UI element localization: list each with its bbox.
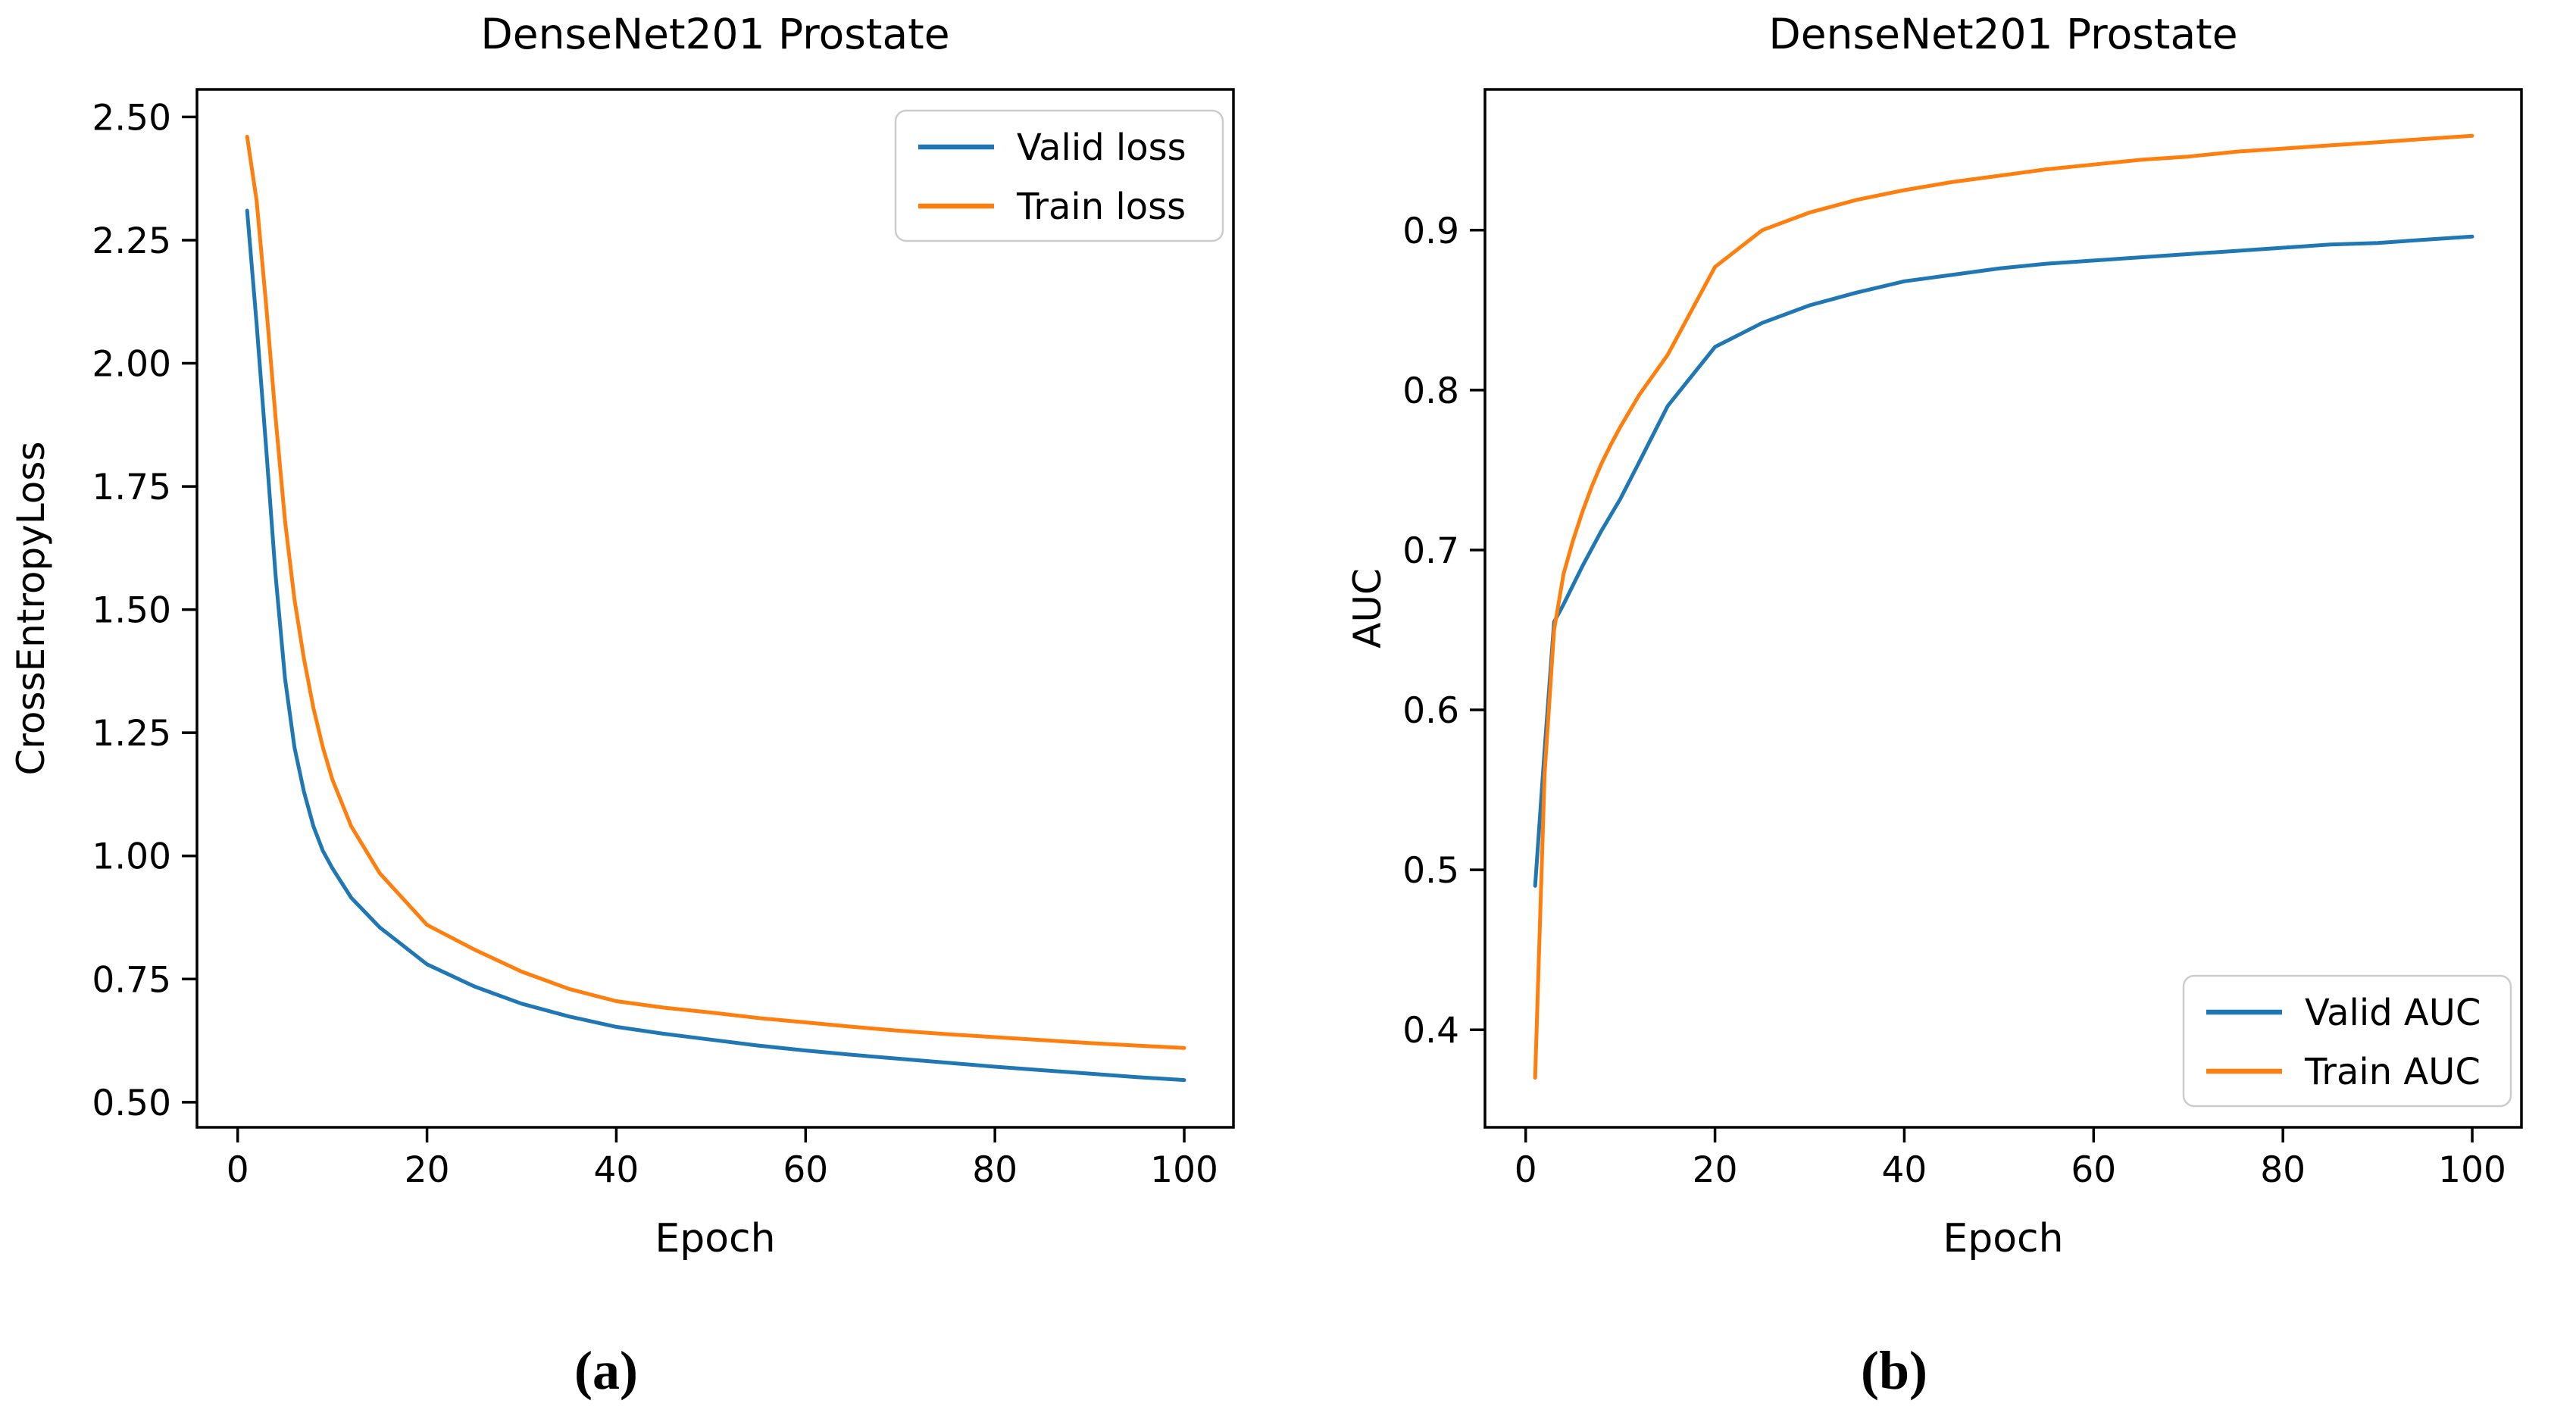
valid-auc-line xyxy=(1533,234,2474,888)
y-tick-label: 2.25 xyxy=(92,220,171,262)
y-tick-label: 1.25 xyxy=(92,713,171,755)
x-tick-label: 0 xyxy=(227,1149,249,1191)
y-tick-label: 1.75 xyxy=(92,467,171,508)
plot-frame xyxy=(195,88,1235,1129)
y-tick-label: 0.9 xyxy=(1402,211,1459,252)
y-tick-label: 0.75 xyxy=(92,959,171,1001)
y-tick-label: 0.50 xyxy=(92,1083,171,1124)
x-tick-label: 40 xyxy=(1882,1149,1927,1191)
caption-row: (a) (b) xyxy=(0,1273,2576,1419)
legend-label: Train loss xyxy=(1016,186,1186,228)
y-tick-label: 0.4 xyxy=(1402,1010,1459,1052)
plot-frame xyxy=(1483,88,2523,1129)
x-tick-label: 40 xyxy=(594,1149,639,1191)
x-axis-label: Epoch xyxy=(1943,1216,2063,1261)
x-tick-label: 100 xyxy=(1150,1149,1218,1191)
x-tick-label: 20 xyxy=(1693,1149,1738,1191)
train-auc-line xyxy=(1533,133,2474,1080)
legend-label: Valid AUC xyxy=(2305,992,2481,1034)
y-axis-ticks: 2.50 2.25 2.00 1.75 1.50 1.25 1.00 0.75 0.50 xyxy=(92,97,197,1124)
x-tick-label: 80 xyxy=(2260,1149,2306,1191)
chart-title: DenseNet201 Prostate xyxy=(1768,10,2237,58)
y-tick-label: 2.50 xyxy=(92,97,171,139)
x-tick-label: 20 xyxy=(405,1149,450,1191)
y-tick-label: 0.5 xyxy=(1402,850,1459,892)
figure: 0 20 40 60 80 100 2.50 2.25 2.00 1.75 1.50 1.25 1.00… xyxy=(0,0,2576,1273)
loss-chart-panel: 0 20 40 60 80 100 2.50 2.25 2.00 1.75 1.50 1.25 1.00… xyxy=(0,0,1288,1273)
valid-loss-line xyxy=(245,208,1186,1083)
y-axis-label: AUC xyxy=(1346,568,1390,649)
auc-chart-panel: 0 20 40 60 80 100 0.4 0.5 0.6 0.7 0.8 0.9 Valid AUC T… xyxy=(1288,0,2576,1273)
x-tick-label: 0 xyxy=(1515,1149,1537,1191)
loss-chart-svg: 0 20 40 60 80 100 2.50 2.25 2.00 1.75 1.50 1.25 1.00… xyxy=(9,10,1235,1261)
y-tick-label: 1.50 xyxy=(92,590,171,632)
chart-title: DenseNet201 Prostate xyxy=(480,10,949,58)
y-axis-label: CrossEntropyLoss xyxy=(9,442,53,776)
legend: Valid loss Train loss xyxy=(894,109,1224,242)
x-axis-ticks: 0 20 40 60 80 100 xyxy=(1515,1127,2506,1191)
train-loss-line xyxy=(245,134,1186,1050)
x-axis-ticks: 0 20 40 60 80 100 xyxy=(227,1127,1218,1191)
auc-chart-svg: 0 20 40 60 80 100 0.4 0.5 0.6 0.7 0.8 0.9 Valid AUC T… xyxy=(1346,10,2523,1261)
x-tick-label: 80 xyxy=(972,1149,1018,1191)
y-tick-label: 2.00 xyxy=(92,344,171,386)
x-tick-label: 60 xyxy=(783,1149,828,1191)
legend-label: Valid loss xyxy=(1017,127,1186,169)
y-tick-label: 1.00 xyxy=(92,836,171,878)
panel-label-b: (b) xyxy=(1861,1340,1927,1401)
legend: Valid AUC Train AUC xyxy=(2182,974,2512,1108)
x-axis-label: Epoch xyxy=(655,1216,775,1261)
x-tick-label: 100 xyxy=(2438,1149,2506,1191)
y-tick-label: 0.6 xyxy=(1402,690,1459,732)
y-tick-label: 0.7 xyxy=(1402,530,1459,572)
legend-label: Train AUC xyxy=(2304,1051,2481,1093)
panel-label-a: (a) xyxy=(574,1340,638,1401)
y-axis-ticks: 0.4 0.5 0.6 0.7 0.8 0.9 xyxy=(1402,211,1485,1052)
x-tick-label: 60 xyxy=(2071,1149,2116,1191)
y-tick-label: 0.8 xyxy=(1402,370,1459,412)
